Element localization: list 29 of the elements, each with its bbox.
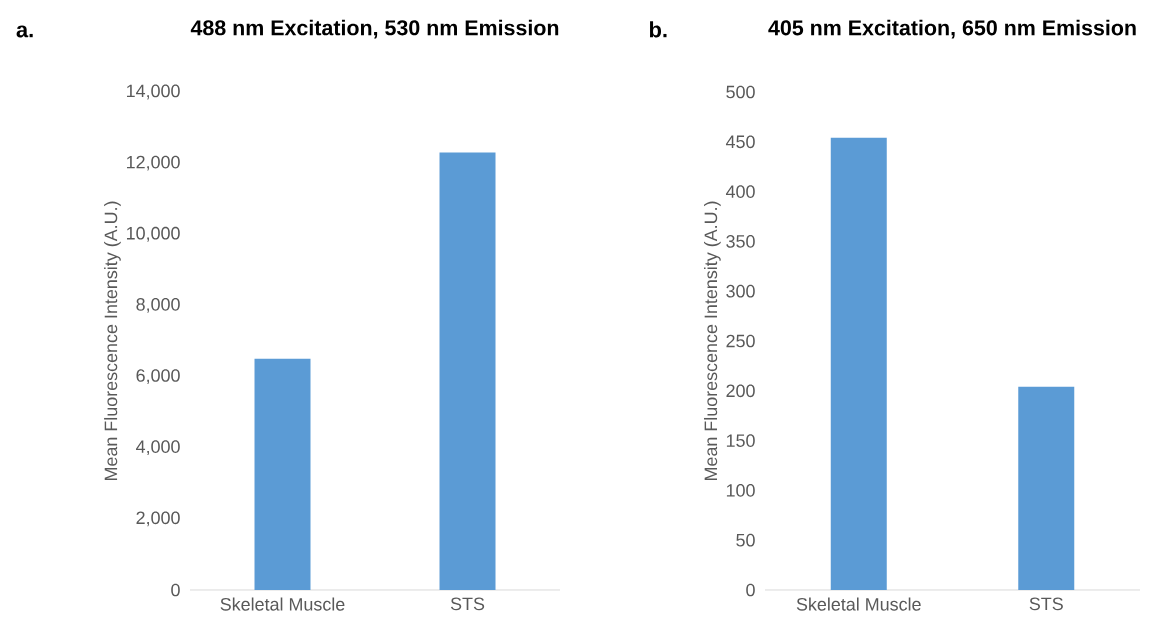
y-tick-label: 50 [736, 533, 755, 547]
y-tick-label: 300 [726, 284, 755, 298]
y-tick-label: 6,000 [136, 369, 180, 384]
y-tick-label: 10,000 [127, 226, 180, 242]
y-axis-title: Mean Fluorescence Intensity (A.U.) [104, 201, 121, 481]
y-tick-label: 450 [725, 135, 755, 149]
x-tick-label: STS [1029, 597, 1063, 611]
y-tick-label: 0 [171, 583, 180, 597]
chart-title: 488 nm Excitation, 530 nm Emission [190, 19, 559, 39]
y-tick-label: 100 [726, 484, 755, 497]
y-tick-label: 350 [726, 235, 755, 248]
y-tick-label: 400 [725, 185, 755, 198]
x-tick-label: Skeletal Muscle [796, 597, 921, 611]
y-tick-label: 14,000 [127, 84, 180, 100]
y-tick-label: 500 [726, 85, 755, 99]
text: a. [16, 25, 33, 38]
y-tick-label: 12,000 [127, 155, 180, 171]
y-tick-label: 2,000 [136, 511, 180, 527]
y-tick-label: 150 [726, 434, 755, 447]
y-axis-title: Mean Fluorescence Intensity (A.U.) [704, 201, 721, 481]
text: b. [649, 21, 667, 38]
x-tick-label: STS [450, 597, 485, 611]
y-tick-label: 0 [746, 583, 755, 597]
y-tick-label: 4,000 [136, 440, 180, 456]
x-tick-label: Skeletal Muscle [220, 597, 345, 611]
y-tick-label: 8,000 [136, 297, 180, 313]
chart-title: 405 nm Excitation, 650 nm Emission [768, 19, 1136, 39]
y-tick-label: 200 [726, 384, 755, 398]
y-tick-label: 250 [726, 334, 755, 348]
